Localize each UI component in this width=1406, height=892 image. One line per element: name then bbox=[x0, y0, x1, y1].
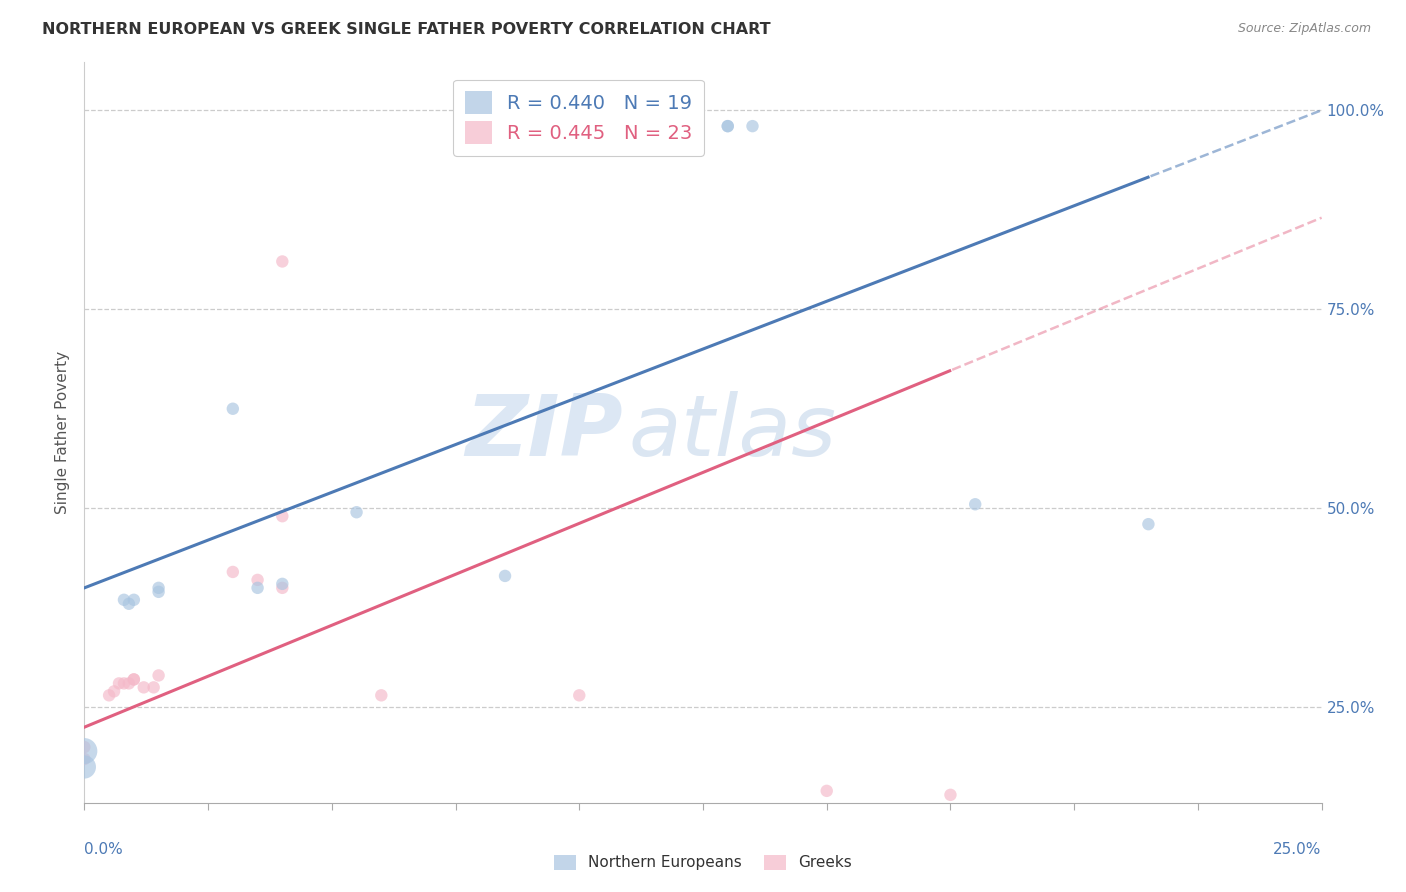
Text: Source: ZipAtlas.com: Source: ZipAtlas.com bbox=[1237, 22, 1371, 36]
Point bbox=[370, 689, 392, 703]
Point bbox=[148, 668, 170, 682]
Point bbox=[122, 673, 145, 687]
Point bbox=[98, 689, 121, 703]
Point bbox=[1137, 517, 1160, 532]
Point bbox=[939, 788, 962, 802]
Y-axis label: Single Father Poverty: Single Father Poverty bbox=[55, 351, 70, 514]
Point bbox=[222, 401, 245, 416]
Point bbox=[118, 676, 141, 690]
Point bbox=[271, 254, 294, 268]
Point bbox=[271, 577, 294, 591]
Point bbox=[73, 740, 96, 755]
Point bbox=[103, 684, 125, 698]
Point bbox=[148, 584, 170, 599]
Point bbox=[148, 581, 170, 595]
Point bbox=[717, 119, 740, 133]
Point bbox=[246, 573, 269, 587]
Point bbox=[112, 592, 135, 607]
Text: 25.0%: 25.0% bbox=[1274, 842, 1322, 856]
Point bbox=[122, 673, 145, 687]
Text: atlas: atlas bbox=[628, 391, 837, 475]
Point bbox=[519, 119, 541, 133]
Text: ZIP: ZIP bbox=[465, 391, 623, 475]
Point bbox=[73, 760, 96, 774]
Point bbox=[271, 509, 294, 524]
Point bbox=[73, 744, 96, 758]
Point bbox=[246, 581, 269, 595]
Text: NORTHERN EUROPEAN VS GREEK SINGLE FATHER POVERTY CORRELATION CHART: NORTHERN EUROPEAN VS GREEK SINGLE FATHER… bbox=[42, 22, 770, 37]
Point bbox=[741, 119, 763, 133]
Point bbox=[132, 681, 155, 695]
Point bbox=[73, 752, 96, 766]
Legend: Northern Europeans, Greeks: Northern Europeans, Greeks bbox=[548, 848, 858, 877]
Point bbox=[122, 592, 145, 607]
Point bbox=[346, 505, 368, 519]
Point bbox=[142, 681, 165, 695]
Point bbox=[108, 676, 131, 690]
Text: 0.0%: 0.0% bbox=[84, 842, 124, 856]
Point bbox=[519, 119, 541, 133]
Point bbox=[717, 119, 740, 133]
Point bbox=[271, 581, 294, 595]
Point bbox=[494, 119, 516, 133]
Point bbox=[568, 689, 591, 703]
Point bbox=[494, 119, 516, 133]
Point bbox=[494, 569, 516, 583]
Point bbox=[815, 784, 838, 798]
Point bbox=[222, 565, 245, 579]
Point bbox=[112, 676, 135, 690]
Point bbox=[965, 497, 987, 511]
Point bbox=[118, 597, 141, 611]
